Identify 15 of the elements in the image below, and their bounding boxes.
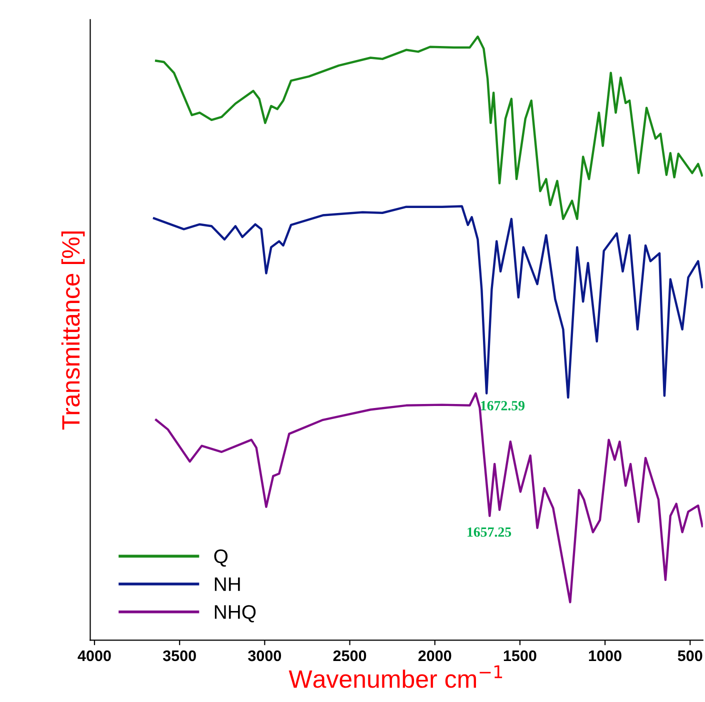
legend-label: NH [214,577,240,591]
x-tick-label: 2000 [418,650,452,662]
x-tick-label: 3500 [162,650,196,662]
legend-label: Q [214,549,228,567]
x-tick-label: 3000 [248,650,282,662]
x-tick-label: 500 [678,650,702,662]
legend-label: NHQ [214,605,256,622]
x-axis-title: Wavenumber cm$^{−1}$ [288,665,502,688]
x-tick-label: 2500 [333,650,366,662]
annotation: 1672.59 [480,401,525,410]
x-tick-label: 4000 [78,650,111,662]
x-tick-label: 1000 [589,650,622,662]
y-axis-title: Transmittance [%] [61,231,85,430]
x-tick-label: 1500 [504,650,536,662]
annotation: 1657.25 [468,527,512,537]
